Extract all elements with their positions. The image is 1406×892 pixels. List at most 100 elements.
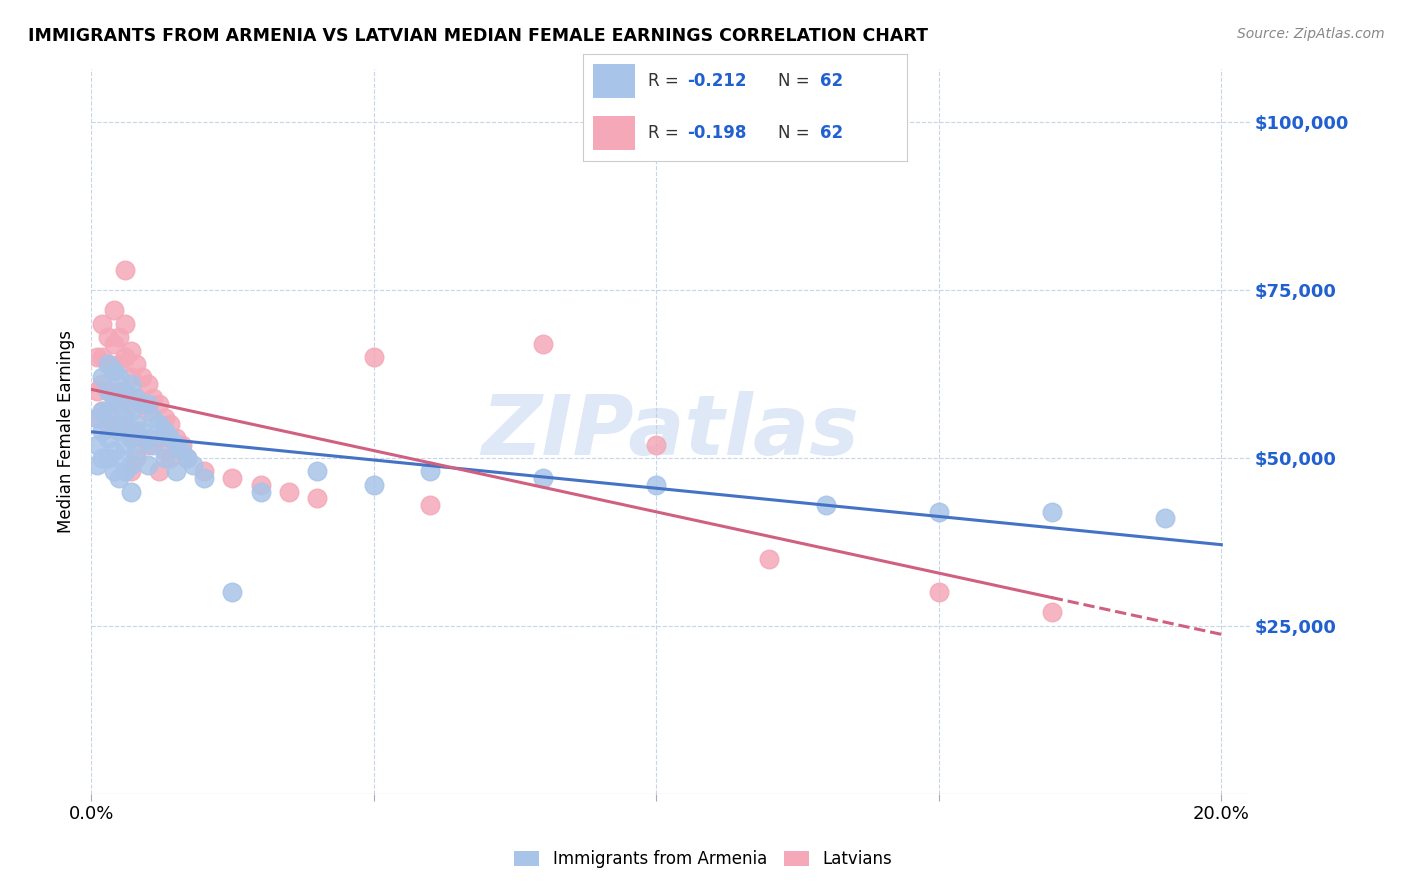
Point	[91, 404, 114, 418]
Point	[114, 317, 136, 331]
Point	[249, 478, 271, 492]
Point	[103, 417, 125, 432]
Point	[153, 410, 176, 425]
Point	[120, 377, 142, 392]
Point	[419, 498, 441, 512]
Point	[125, 417, 148, 432]
Point	[131, 370, 153, 384]
Point	[97, 404, 120, 418]
Point	[307, 464, 329, 478]
Point	[419, 464, 441, 478]
Point	[97, 357, 120, 371]
Point	[114, 417, 136, 432]
Point	[363, 350, 385, 364]
Point	[125, 391, 148, 405]
Point	[97, 450, 120, 465]
Point	[97, 330, 120, 344]
Point	[108, 424, 131, 438]
Point	[142, 410, 165, 425]
Point	[91, 350, 114, 364]
Point	[136, 397, 159, 411]
Point	[108, 397, 131, 411]
Point	[86, 410, 108, 425]
Point	[531, 336, 554, 351]
Point	[86, 458, 108, 472]
FancyBboxPatch shape	[593, 64, 636, 98]
Point	[86, 437, 108, 451]
Point	[108, 330, 131, 344]
Point	[86, 350, 108, 364]
Point	[114, 350, 136, 364]
Point	[142, 437, 165, 451]
Text: Source: ZipAtlas.com: Source: ZipAtlas.com	[1237, 27, 1385, 41]
Point	[120, 458, 142, 472]
Text: N =: N =	[778, 72, 814, 90]
Text: R =: R =	[648, 72, 685, 90]
Point	[1040, 505, 1063, 519]
Point	[97, 384, 120, 398]
Point	[153, 424, 176, 438]
Point	[120, 397, 142, 411]
Point	[136, 437, 159, 451]
Point	[114, 410, 136, 425]
Point	[108, 450, 131, 465]
Point	[531, 471, 554, 485]
Point	[108, 357, 131, 371]
Legend: Immigrants from Armenia, Latvians: Immigrants from Armenia, Latvians	[508, 844, 898, 875]
Point	[176, 450, 198, 465]
Point	[114, 384, 136, 398]
Point	[136, 458, 159, 472]
Point	[86, 384, 108, 398]
Point	[91, 404, 114, 418]
Point	[928, 505, 950, 519]
Point	[114, 384, 136, 398]
Point	[278, 484, 301, 499]
Point	[181, 458, 204, 472]
Point	[125, 424, 148, 438]
Point	[249, 484, 271, 499]
Point	[120, 431, 142, 445]
Point	[125, 391, 148, 405]
Point	[120, 431, 142, 445]
Point	[148, 464, 170, 478]
Point	[97, 431, 120, 445]
Point	[103, 397, 125, 411]
Point	[307, 491, 329, 506]
Text: IMMIGRANTS FROM ARMENIA VS LATVIAN MEDIAN FEMALE EARNINGS CORRELATION CHART: IMMIGRANTS FROM ARMENIA VS LATVIAN MEDIA…	[28, 27, 928, 45]
Point	[131, 431, 153, 445]
Point	[91, 377, 114, 392]
Point	[165, 431, 187, 445]
Point	[97, 357, 120, 371]
Point	[131, 397, 153, 411]
Point	[165, 437, 187, 451]
Point	[103, 464, 125, 478]
Point	[103, 364, 125, 378]
Point	[193, 464, 215, 478]
Point	[148, 417, 170, 432]
Point	[120, 343, 142, 358]
Point	[103, 336, 125, 351]
Point	[170, 444, 193, 458]
Point	[86, 410, 108, 425]
Point	[1040, 606, 1063, 620]
Text: ZIPatlas: ZIPatlas	[481, 391, 859, 472]
Text: N =: N =	[778, 124, 814, 142]
Point	[814, 498, 837, 512]
Point	[148, 431, 170, 445]
Point	[363, 478, 385, 492]
Point	[159, 431, 181, 445]
Point	[928, 585, 950, 599]
Point	[645, 437, 668, 451]
Point	[108, 471, 131, 485]
Point	[153, 450, 176, 465]
Point	[221, 471, 243, 485]
Point	[108, 370, 131, 384]
Point	[97, 417, 120, 432]
Point	[758, 551, 780, 566]
Point	[114, 437, 136, 451]
Point	[120, 404, 142, 418]
Point	[170, 437, 193, 451]
Text: 62: 62	[820, 124, 842, 142]
Point	[125, 444, 148, 458]
Point	[131, 397, 153, 411]
